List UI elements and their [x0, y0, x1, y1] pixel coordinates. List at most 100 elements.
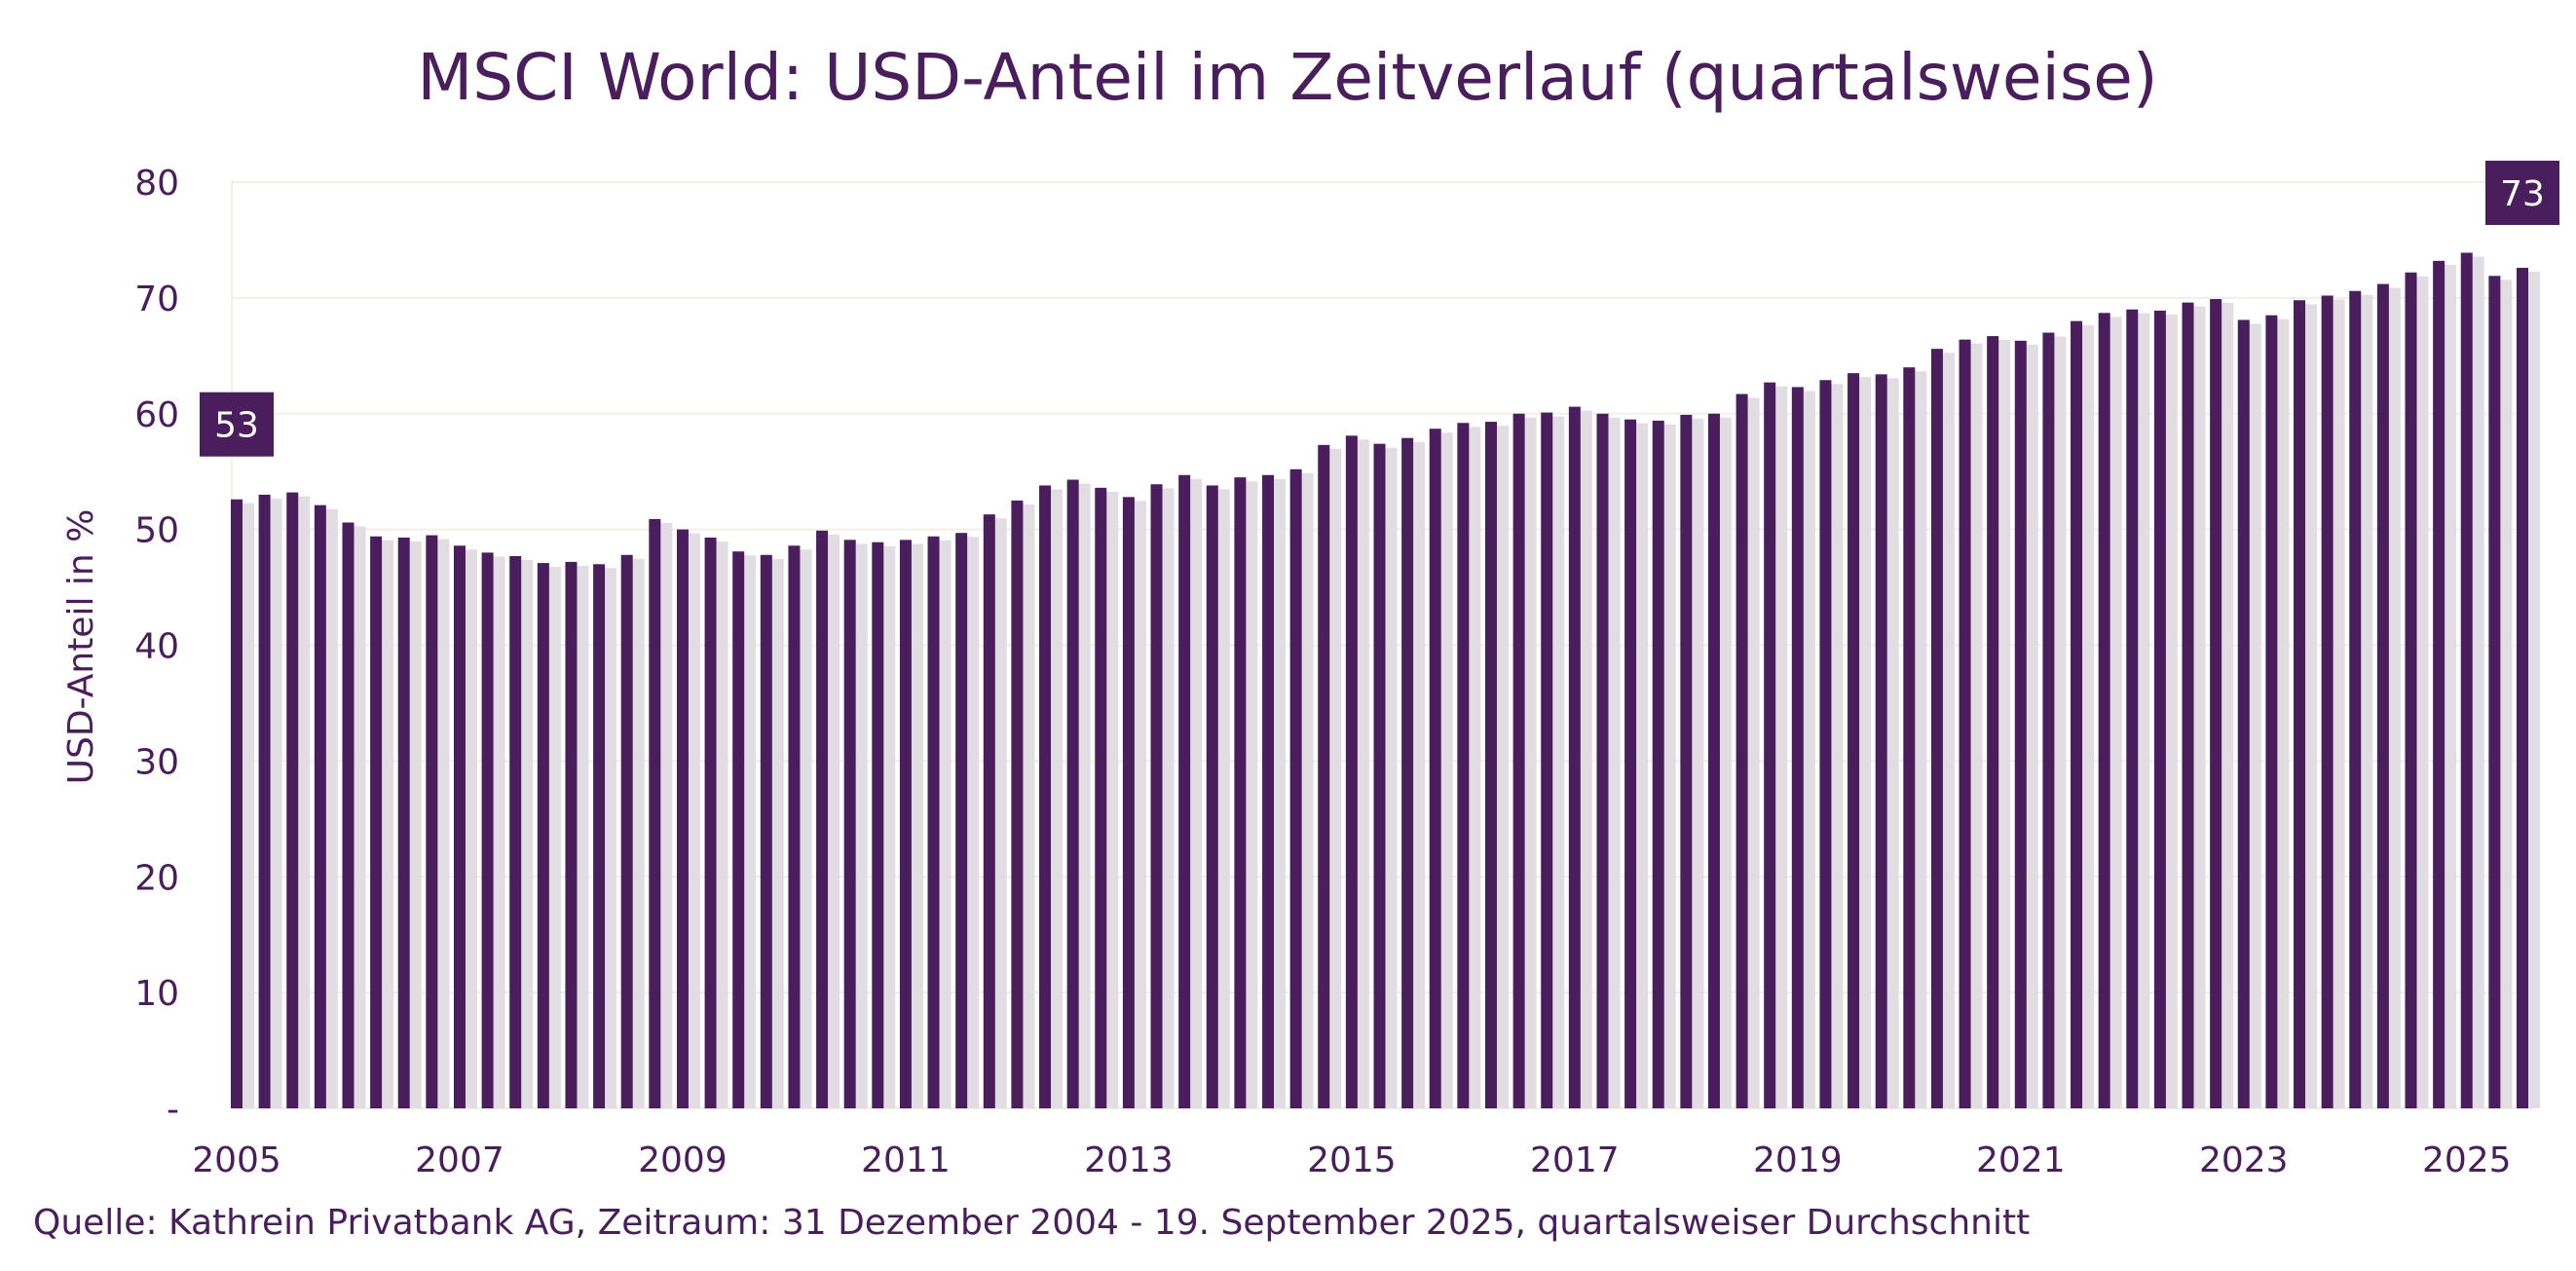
bar-2013-Q4	[1206, 485, 1218, 1108]
bar-shadow	[1747, 397, 1760, 1108]
bar-2025-Q2	[2488, 276, 2501, 1108]
annotation-label: 53	[214, 406, 259, 446]
bar-shadow	[1496, 426, 1509, 1108]
y-tick-label: 70	[134, 280, 179, 319]
bar-shadow	[1970, 343, 1983, 1108]
x-tick-label: 2011	[861, 1140, 951, 1180]
bar-2013-Q2	[1150, 484, 1163, 1108]
bar-2020-Q4	[1987, 336, 1999, 1108]
bar-shadow	[1162, 488, 1175, 1108]
bar-2019-Q1	[1791, 387, 1804, 1108]
bar-2019-Q3	[1848, 373, 1860, 1108]
bar-2016-Q1	[1457, 423, 1470, 1108]
bar-shadow	[1246, 481, 1258, 1109]
bar-shadow	[632, 558, 645, 1108]
x-tick-label: 2015	[1307, 1140, 1397, 1180]
bar-shadow	[298, 496, 311, 1109]
bar-shadow	[2193, 306, 2206, 1108]
bar-shadow	[1440, 432, 1453, 1108]
bar-shadow	[660, 522, 673, 1108]
bar-shadow	[855, 543, 868, 1108]
bar-2015-Q4	[1429, 429, 1441, 1108]
bar-shadow	[883, 545, 896, 1108]
bar-2018-Q1	[1680, 414, 1693, 1109]
x-tick-label: 2021	[1976, 1140, 2066, 1180]
bar-shadow	[1803, 391, 1815, 1108]
y-axis-ticks: - 10 20 30 40 50 60 70 80	[134, 164, 179, 1130]
x-tick-label: 2025	[2422, 1140, 2512, 1180]
x-tick-label: 2007	[415, 1140, 504, 1180]
bar-2015-Q2	[1373, 443, 1386, 1109]
x-tick-label: 2013	[1084, 1140, 1174, 1180]
bar-shadow	[437, 539, 450, 1108]
bar-2010-Q2	[816, 530, 829, 1108]
bar-shadow	[1663, 424, 1676, 1108]
bar-shadow	[1469, 427, 1481, 1108]
bar-2010-Q1	[788, 545, 801, 1108]
bar-2005-Q2	[258, 494, 271, 1108]
bar-shadow	[2445, 264, 2457, 1109]
bar-shadow	[409, 541, 422, 1108]
bar-2024-Q2	[2376, 283, 2389, 1108]
bar-2023-Q4	[2321, 295, 2333, 1108]
bar-shadow	[1775, 386, 1788, 1108]
bar-2009-Q2	[704, 537, 717, 1108]
bars	[231, 252, 2540, 1109]
bar-shadow	[2333, 299, 2345, 1108]
bar-2009-Q1	[676, 529, 689, 1108]
bar-shadow	[2361, 294, 2373, 1108]
bar-shadow	[270, 498, 282, 1108]
bar-shadow	[771, 558, 784, 1108]
bar-2008-Q1	[565, 561, 578, 1108]
y-tick-label: 20	[134, 858, 179, 898]
bar-shadow	[1385, 447, 1398, 1109]
bar-shadow	[1915, 371, 1927, 1108]
bar-2005-Q3	[286, 492, 299, 1109]
bar-2014-Q4	[1318, 444, 1330, 1108]
bar-shadow	[2221, 303, 2234, 1109]
bar-shadow	[688, 533, 700, 1108]
x-tick-label: 2009	[638, 1140, 728, 1180]
bar-2009-Q4	[760, 554, 772, 1108]
bar-shadow	[716, 541, 728, 1108]
bar-shadow	[1274, 478, 1287, 1108]
bar-2022-Q1	[2126, 309, 2139, 1108]
bar-shadow	[2109, 317, 2122, 1108]
bar-shadow	[967, 537, 980, 1108]
bar-2017-Q1	[1568, 406, 1581, 1108]
bar-2024-Q1	[2349, 290, 2362, 1108]
bar-2011-Q4	[983, 514, 995, 1108]
bar-shadow	[243, 503, 254, 1108]
bar-shadow	[1692, 418, 1704, 1109]
bar-shadow	[2388, 287, 2401, 1108]
bar-shadow	[1886, 378, 1899, 1108]
bar-2007-Q1	[453, 545, 466, 1108]
bar-shadow	[1524, 417, 1537, 1108]
bar-shadow	[1831, 384, 1844, 1108]
y-tick-label: -	[167, 1090, 179, 1130]
bar-2006-Q1	[342, 522, 355, 1108]
bar-shadow	[1942, 353, 1955, 1108]
bar-shadow	[1998, 340, 2011, 1108]
x-tick-label: 2023	[2199, 1140, 2289, 1180]
bar-shadow	[354, 526, 366, 1108]
bar-2022-Q4	[2210, 299, 2222, 1109]
bar-2011-Q3	[955, 533, 968, 1108]
bar-2019-Q2	[1819, 380, 1832, 1108]
y-tick-label: 60	[134, 395, 179, 435]
x-axis-ticks: 2005 2007 2009 2011 2013 2015 2017 2019 2021 2023…	[192, 1140, 2511, 1180]
chart-title: MSCI World: USD-Anteil im Zeitverlauf (q…	[417, 40, 2157, 115]
bar-shadow	[2500, 280, 2513, 1108]
bar-2016-Q3	[1512, 413, 1525, 1108]
bar-shadow	[1580, 410, 1592, 1108]
bar-shadow	[1608, 417, 1621, 1108]
bar-2019-Q4	[1875, 374, 1887, 1108]
bar-shadow	[1301, 472, 1314, 1108]
y-tick-label: 30	[134, 742, 179, 782]
bar-2021-Q4	[2098, 313, 2110, 1108]
bar-shadow	[800, 549, 812, 1108]
bar-2013-Q3	[1178, 474, 1191, 1108]
bar-2023-Q1	[2237, 319, 2250, 1108]
bar-shadow	[1636, 423, 1649, 1109]
bar-2018-Q4	[1764, 382, 1776, 1108]
